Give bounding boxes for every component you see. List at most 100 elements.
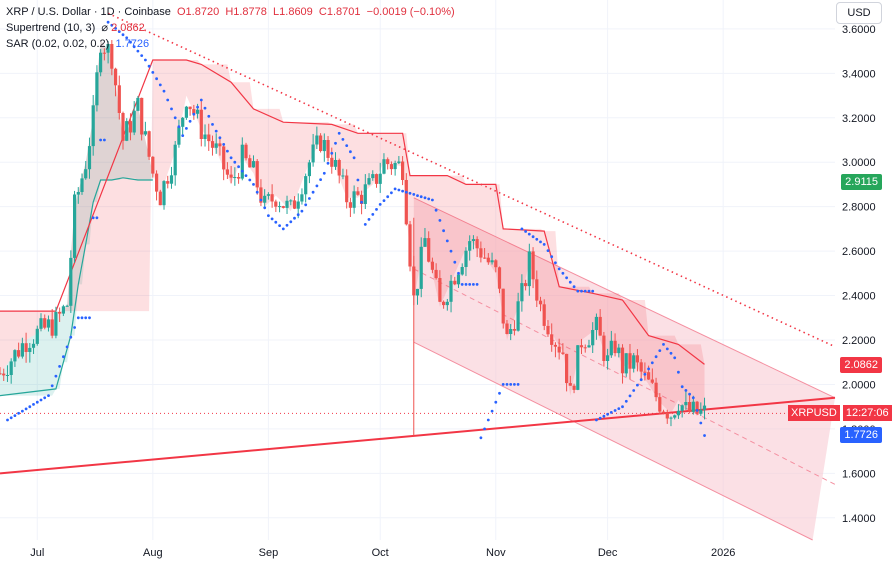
sar-dot — [598, 416, 602, 420]
sar-dot — [259, 198, 263, 202]
candle-body — [91, 105, 95, 147]
sar-dot — [43, 396, 47, 400]
x-axis-tick-label: Aug — [143, 547, 163, 559]
x-axis-tick-label: 2026 — [711, 547, 735, 559]
sar-dot — [561, 271, 565, 275]
candle-body — [233, 177, 237, 178]
legend-sar-row[interactable]: SAR (0.02, 0.02, 0.2) 1.7726 — [6, 36, 455, 52]
sar-dot — [554, 261, 557, 265]
sar-dot — [199, 98, 203, 102]
sar-dot — [494, 400, 498, 404]
candle-body — [483, 257, 487, 259]
sar-dot — [419, 195, 423, 199]
sar-dot — [151, 71, 155, 74]
sar-dot — [222, 143, 226, 146]
sar-dot — [95, 216, 99, 220]
candle-body — [572, 385, 576, 390]
candle-body — [423, 238, 427, 247]
candle-body — [333, 160, 338, 167]
candle-body — [65, 305, 69, 307]
sar-dot — [587, 289, 591, 293]
candle-body — [229, 174, 233, 178]
candle-body — [132, 110, 136, 133]
sar-dot — [546, 249, 550, 253]
candle-body — [292, 200, 297, 209]
candle-body — [538, 300, 543, 305]
sar-dot — [583, 289, 587, 293]
sar-dot — [680, 385, 684, 389]
candle-body — [140, 97, 144, 135]
sar-dot — [445, 239, 449, 243]
sar-dot — [308, 197, 311, 200]
candle-body — [169, 175, 174, 184]
candle-body — [50, 319, 54, 336]
sar-dot — [267, 214, 270, 218]
candle-body — [557, 346, 561, 353]
candle-body — [304, 176, 308, 195]
visibility-icon[interactable]: ⌀ — [101, 22, 109, 34]
candle-body — [490, 260, 494, 263]
sar-dot — [576, 289, 580, 293]
legend-sar-value: 1.7726 — [115, 38, 150, 50]
candle-body — [69, 257, 73, 306]
candle-body — [315, 135, 319, 145]
y-axis-tick-label: 2.4000 — [842, 291, 876, 303]
legend-title: XRP / U.S. Dollar · 1D · Coinbase — [6, 6, 171, 18]
candle-body — [535, 279, 539, 301]
sar-dot — [326, 161, 330, 165]
candle-body — [58, 312, 62, 314]
candle-body — [419, 246, 423, 289]
sar-dot — [229, 156, 233, 160]
sar-dot — [423, 196, 427, 200]
candle-body — [166, 181, 170, 184]
sar-dot — [628, 394, 632, 398]
candle-body — [617, 347, 621, 354]
candle-body — [658, 397, 662, 412]
candle-body — [680, 405, 684, 411]
candle-body — [110, 44, 114, 69]
sar-dot — [132, 45, 136, 49]
candle-body — [255, 161, 259, 188]
sar-dot — [136, 49, 140, 53]
candle-body — [546, 325, 550, 335]
candle-body — [408, 224, 412, 267]
sar-dot — [110, 23, 114, 27]
sar-dot — [382, 199, 386, 203]
candle-body — [542, 304, 546, 326]
candle-body — [650, 379, 654, 383]
candle-body — [311, 144, 315, 163]
y-axis-tick-label: 1.4000 — [842, 513, 876, 525]
y-axis-tick-label: 3.2000 — [842, 113, 876, 125]
sar-dot — [289, 220, 293, 224]
candle-body — [341, 175, 345, 177]
candle-body — [654, 382, 658, 398]
candle-body — [438, 278, 442, 302]
candle-body — [322, 140, 326, 152]
sar-dot — [386, 195, 390, 199]
sar-dot — [613, 409, 617, 412]
legend-supertrend-row[interactable]: Supertrend (10, 3) ⌀ 2.0862 — [6, 20, 455, 36]
candle-body — [393, 163, 397, 170]
candle-body — [102, 52, 106, 54]
candle-body — [13, 350, 17, 362]
candle-body — [162, 181, 166, 206]
candle-body — [114, 68, 118, 86]
candle-body — [95, 72, 99, 106]
candle-body — [606, 355, 610, 361]
symbol-label: XRPUSD — [788, 405, 840, 421]
sar-dot — [35, 400, 39, 404]
candle-body — [285, 200, 289, 208]
candle-body — [28, 347, 32, 352]
sar-dot — [76, 316, 80, 320]
candle-body — [106, 44, 110, 53]
currency-button[interactable]: USD — [836, 2, 882, 24]
sar-dot — [378, 203, 382, 206]
sar-dot — [516, 383, 520, 386]
candle-body — [143, 131, 147, 135]
candle-body — [266, 194, 270, 196]
sar-dot — [73, 326, 76, 329]
sar-dot — [192, 112, 196, 116]
sar-dot — [162, 89, 166, 93]
candle-body — [173, 144, 177, 176]
